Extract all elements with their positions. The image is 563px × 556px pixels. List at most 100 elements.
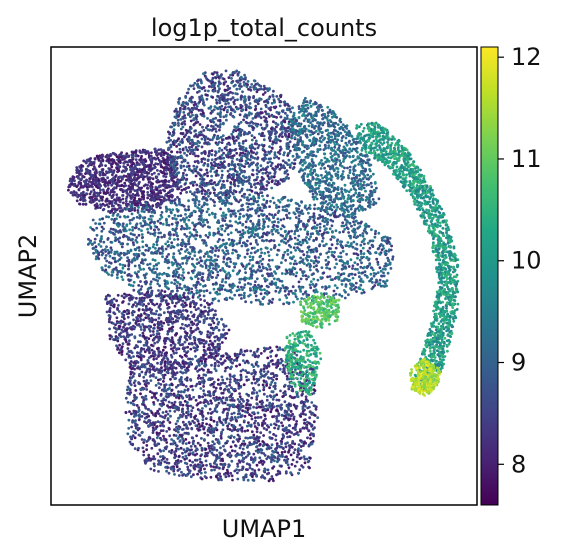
scatter-point xyxy=(193,254,197,257)
scatter-point xyxy=(223,88,227,92)
scatter-point xyxy=(98,199,101,203)
scatter-point xyxy=(207,188,210,192)
scatter-point xyxy=(356,155,360,159)
scatter-point xyxy=(187,271,190,275)
scatter-point xyxy=(286,199,290,202)
scatter-point xyxy=(141,235,145,239)
scatter-point xyxy=(111,180,115,184)
scatter-point xyxy=(128,222,132,225)
scatter-point xyxy=(130,185,134,189)
scatter-point xyxy=(314,124,318,128)
scatter-point xyxy=(328,188,331,192)
scatter-point xyxy=(132,178,136,181)
scatter-point xyxy=(314,154,318,158)
scatter-point xyxy=(295,262,298,266)
scatter-point xyxy=(245,263,249,267)
scatter-point xyxy=(232,115,236,119)
scatter-point xyxy=(178,110,182,114)
scatter-point xyxy=(205,210,209,214)
scatter-point xyxy=(317,256,321,259)
scatter-point xyxy=(309,235,313,239)
scatter-point xyxy=(125,152,129,156)
scatter-point xyxy=(242,174,245,178)
scatter-point xyxy=(117,156,121,160)
scatter-point xyxy=(291,154,295,158)
scatter-point xyxy=(268,145,271,149)
scatter-point xyxy=(309,105,313,108)
scatter-point xyxy=(309,99,312,103)
scatter-point xyxy=(330,208,334,212)
scatter-point xyxy=(290,136,294,140)
scatter-point xyxy=(261,185,265,189)
scatter-point xyxy=(283,151,286,155)
scatter-point xyxy=(268,87,271,90)
scatter-point xyxy=(242,277,246,281)
scatter-point xyxy=(243,73,247,77)
scatter-point xyxy=(164,193,168,197)
scatter-point xyxy=(335,158,339,161)
scatter-point xyxy=(285,169,289,173)
scatter-point xyxy=(273,132,277,136)
scatter-point xyxy=(155,243,159,247)
scatter-point xyxy=(253,235,256,239)
scatter-point xyxy=(172,143,176,147)
scatter-point xyxy=(376,271,380,274)
scatter-point xyxy=(266,161,270,165)
scatter-point xyxy=(361,159,364,163)
scatter-point xyxy=(289,262,292,265)
scatter-point xyxy=(142,197,146,201)
scatter-point xyxy=(343,215,347,219)
scatter-point xyxy=(202,72,205,76)
scatter-point xyxy=(234,214,238,218)
scatter-point xyxy=(153,231,157,235)
scatter-point xyxy=(342,195,346,199)
scatter-point xyxy=(207,194,210,198)
scatter-point xyxy=(248,102,252,105)
scatter-point xyxy=(243,165,246,169)
scatter-point xyxy=(196,148,200,152)
scatter-point xyxy=(289,110,293,114)
scatter-point xyxy=(210,138,214,142)
scatter-point xyxy=(366,183,369,187)
scatter-point xyxy=(92,193,96,196)
scatter-point xyxy=(183,120,187,123)
scatter-point xyxy=(333,284,337,287)
scatter-point xyxy=(319,252,322,256)
scatter-point xyxy=(377,231,381,235)
scatter-point xyxy=(267,150,270,154)
scatter-point xyxy=(327,144,331,148)
scatter-point xyxy=(225,148,229,152)
scatter-point xyxy=(141,178,145,181)
scatter-point xyxy=(312,277,316,281)
scatter-point xyxy=(192,123,196,127)
scatter-point xyxy=(195,105,199,108)
scatter-point xyxy=(160,165,164,169)
scatter-point xyxy=(305,135,309,139)
scatter-point xyxy=(225,257,229,261)
scatter-point xyxy=(146,227,150,231)
scatter-point xyxy=(138,213,142,217)
scatter-point xyxy=(205,244,208,247)
scatter-point xyxy=(353,180,356,183)
scatter-point xyxy=(198,123,202,126)
scatter-point xyxy=(147,178,150,181)
scatter-point xyxy=(277,231,280,235)
scatter-point xyxy=(335,203,338,207)
scatter-point xyxy=(349,207,353,211)
scatter-point xyxy=(149,158,153,162)
scatter-point xyxy=(218,179,222,183)
scatter-point xyxy=(192,117,196,121)
scatter-point xyxy=(348,147,351,151)
scatter-point xyxy=(91,227,94,231)
scatter-point xyxy=(175,160,179,164)
scatter-point xyxy=(130,197,133,200)
scatter-point xyxy=(314,183,318,187)
scatter-point xyxy=(292,129,296,133)
scatter-point xyxy=(231,176,235,180)
scatter-point xyxy=(200,157,204,161)
scatter-point xyxy=(171,166,175,170)
scatter-point xyxy=(192,284,196,287)
scatter-point xyxy=(323,244,326,248)
scatter-point xyxy=(222,115,226,119)
